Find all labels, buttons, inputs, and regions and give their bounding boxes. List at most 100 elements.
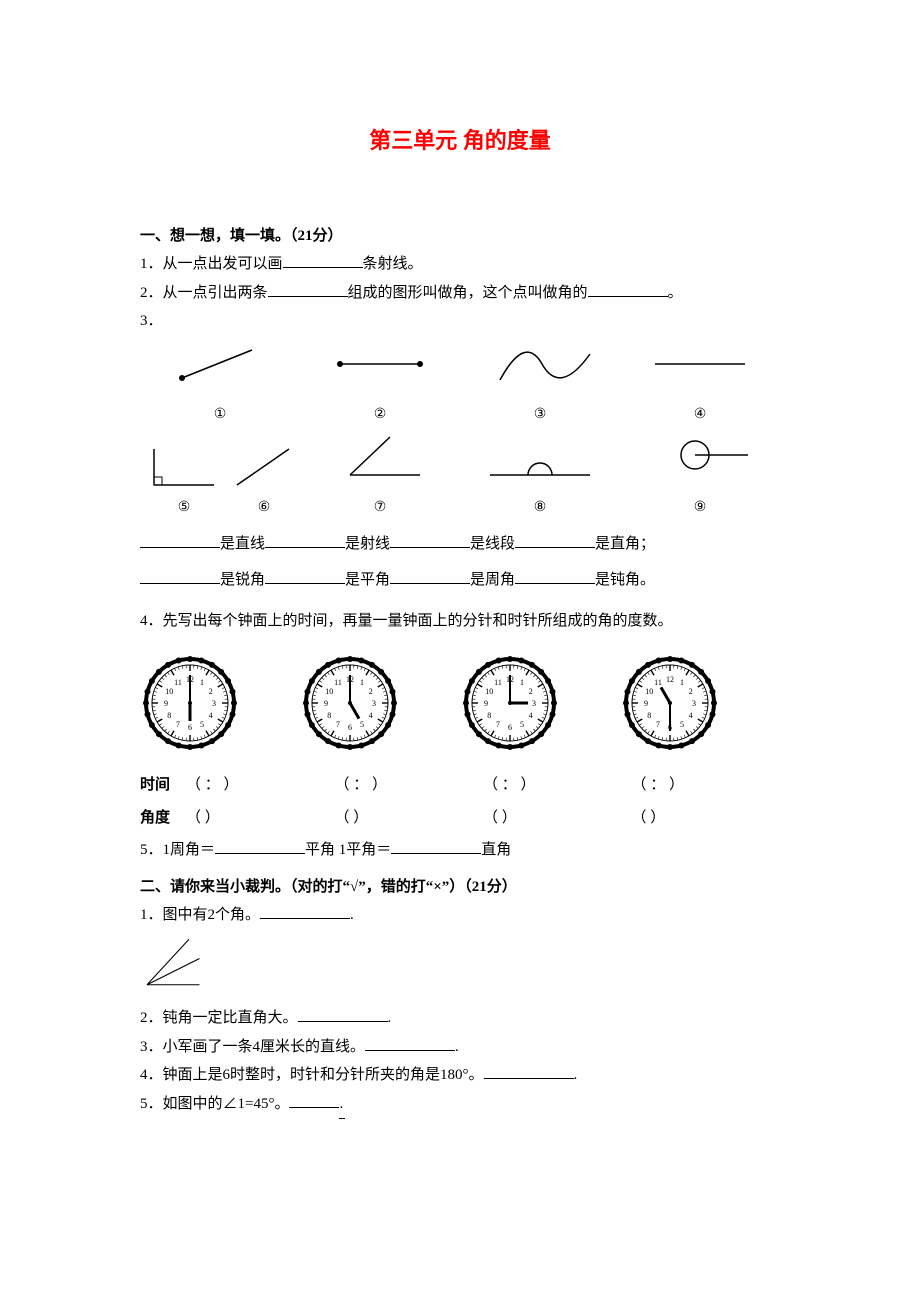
svg-text:9: 9 bbox=[644, 699, 648, 708]
svg-text:8: 8 bbox=[647, 711, 651, 720]
fig-2 bbox=[300, 340, 460, 388]
section2-heading: 二、请你来当小裁判。（对的打“√”，错的打“×”）（21分） bbox=[140, 873, 780, 902]
s2q3-blank bbox=[365, 1035, 455, 1051]
svg-text:6: 6 bbox=[188, 723, 192, 732]
s2q1-blank bbox=[260, 903, 350, 919]
q3-row2-figs bbox=[140, 433, 780, 492]
s2q5-blank bbox=[289, 1092, 339, 1108]
q3-answers-line2: 是锐角是平角是周角是钝角。 bbox=[140, 566, 780, 595]
s2q3-suffix: . bbox=[455, 1039, 459, 1055]
fig-7 bbox=[300, 433, 460, 481]
q1: 1．从一点出发可以画 条射线。 bbox=[140, 250, 780, 279]
q3-row1-figs bbox=[140, 340, 780, 399]
svg-text:1: 1 bbox=[360, 679, 364, 688]
s2q2: 2．钝角一定比直角大。. bbox=[140, 1004, 780, 1033]
s2q1-text: 1．图中有2个角。 bbox=[140, 907, 260, 923]
s2q3: 3．小军画了一条4厘米长的直线。. bbox=[140, 1033, 780, 1062]
angle-row: 角度 （ ） （ ） （ ） （ ） bbox=[140, 804, 780, 833]
blank-full bbox=[390, 568, 470, 584]
svg-text:3: 3 bbox=[692, 699, 696, 708]
q3-answers-line1: 是直线是射线是线段是直角； bbox=[140, 530, 780, 559]
q5-blank2 bbox=[391, 838, 481, 854]
fig-1 bbox=[140, 340, 300, 388]
angle-cell-2: （ ） bbox=[335, 804, 484, 833]
svg-text:5: 5 bbox=[200, 720, 204, 729]
s2q4-blank bbox=[484, 1063, 574, 1079]
s2q2-text: 2．钝角一定比直角大。 bbox=[140, 1010, 298, 1026]
q1-post: 条射线。 bbox=[363, 256, 423, 272]
q2-mid: 组成的图形叫做角，这个点叫做角的 bbox=[348, 285, 588, 301]
svg-text:6: 6 bbox=[348, 723, 352, 732]
q1-pre: 1．从一点出发可以画 bbox=[140, 256, 283, 272]
s2q4-text: 4．钟面上是6时整时，时针和分针所夹的角是180°。 bbox=[140, 1067, 484, 1083]
fig-9 bbox=[620, 433, 780, 481]
svg-text:10: 10 bbox=[645, 687, 653, 696]
term-ray: 是射线 bbox=[345, 536, 390, 552]
svg-text:4: 4 bbox=[209, 711, 213, 720]
term-seg: 是线段 bbox=[470, 536, 515, 552]
svg-text:11: 11 bbox=[654, 679, 662, 688]
term-right: 是直角； bbox=[595, 536, 655, 552]
time-row: 时间 （ ： ） （ ： ） （ ： ） （ ： ） bbox=[140, 771, 780, 800]
svg-text:7: 7 bbox=[656, 720, 660, 729]
svg-text:4: 4 bbox=[689, 711, 693, 720]
q2-blank1 bbox=[268, 281, 348, 297]
time-label: 时间 bbox=[140, 771, 186, 800]
term-acute: 是锐角 bbox=[220, 572, 265, 588]
svg-text:8: 8 bbox=[487, 711, 491, 720]
svg-text:7: 7 bbox=[176, 720, 180, 729]
svg-text:4: 4 bbox=[369, 711, 373, 720]
fig-3 bbox=[460, 340, 620, 388]
svg-text:9: 9 bbox=[324, 699, 328, 708]
label-5: ⑤ bbox=[140, 495, 228, 522]
label-3: ③ bbox=[460, 402, 620, 429]
s2q5: 5．如图中的∠1=45°。. bbox=[140, 1090, 780, 1120]
svg-text:3: 3 bbox=[532, 699, 536, 708]
term-obtuse: 是钝角。 bbox=[595, 572, 655, 588]
fig-8 bbox=[460, 433, 620, 481]
blank-acute bbox=[140, 568, 220, 584]
svg-text:9: 9 bbox=[164, 699, 168, 708]
s2q5-dot: . bbox=[339, 1090, 345, 1120]
s2q1-figure bbox=[140, 932, 210, 992]
svg-text:5: 5 bbox=[680, 720, 684, 729]
q2-pre: 2．从一点引出两条 bbox=[140, 285, 268, 301]
clock-4: 123456789101112 bbox=[620, 653, 720, 753]
q2-post: 。 bbox=[668, 285, 683, 301]
blank-ray bbox=[265, 532, 345, 548]
s2q3-text: 3．小军画了一条4厘米长的直线。 bbox=[140, 1039, 365, 1055]
s2q2-suffix: . bbox=[388, 1010, 392, 1026]
svg-text:6: 6 bbox=[508, 723, 512, 732]
s2q4-suffix: . bbox=[574, 1067, 578, 1083]
svg-text:1: 1 bbox=[200, 679, 204, 688]
svg-text:7: 7 bbox=[496, 720, 500, 729]
label-2: ② bbox=[300, 402, 460, 429]
q5: 5．1周角＝平角 1平角＝直角 bbox=[140, 836, 780, 865]
q3-label: 3． bbox=[140, 307, 780, 336]
q5-pre: 5．1周角＝ bbox=[140, 842, 215, 858]
svg-text:2: 2 bbox=[529, 687, 533, 696]
label-9: ⑨ bbox=[620, 495, 780, 522]
clock-2: 123456789101112 bbox=[300, 653, 400, 753]
label-4: ④ bbox=[620, 402, 780, 429]
label-8: ⑧ bbox=[460, 495, 620, 522]
fig-5 bbox=[140, 443, 228, 491]
angle-cell-1: （ ） bbox=[186, 804, 335, 833]
time-cell-2: （ ： ） bbox=[335, 771, 484, 800]
svg-text:8: 8 bbox=[327, 711, 331, 720]
q2-blank2 bbox=[588, 281, 668, 297]
svg-text:2: 2 bbox=[689, 687, 693, 696]
svg-text:11: 11 bbox=[334, 679, 342, 688]
blank-right bbox=[515, 532, 595, 548]
q2: 2．从一点引出两条 组成的图形叫做角，这个点叫做角的 。 bbox=[140, 279, 780, 308]
blank-seg bbox=[390, 532, 470, 548]
blank-obtuse bbox=[515, 568, 595, 584]
blank-line bbox=[140, 532, 220, 548]
svg-text:5: 5 bbox=[520, 720, 524, 729]
fig-6 bbox=[228, 443, 300, 491]
angle-cell-3: （ ） bbox=[483, 804, 632, 833]
q5-mid: 平角 1平角＝ bbox=[305, 842, 391, 858]
svg-text:11: 11 bbox=[174, 679, 182, 688]
fig-4 bbox=[620, 340, 780, 388]
clock-1: 123456789101112 bbox=[140, 653, 240, 753]
